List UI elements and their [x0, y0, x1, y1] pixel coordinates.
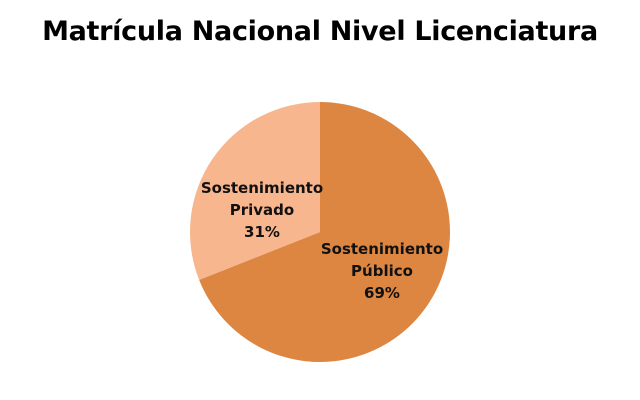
pie-slices [189, 102, 450, 363]
pie-slice-privado [189, 102, 320, 280]
slice-percent: 69% [364, 284, 400, 302]
slice-label-privado: Sostenimiento Privado 31% [201, 179, 323, 241]
slice-name-line: Sostenimiento [201, 179, 323, 197]
slice-name-line: Público [351, 262, 413, 280]
pie-slice-publico [199, 102, 450, 363]
chart-title: Matrícula Nacional Nivel Licenciatura [42, 16, 598, 47]
slice-name-line: Sostenimiento [321, 240, 443, 258]
slice-percent: 31% [244, 223, 280, 241]
slice-name-line: Privado [230, 201, 294, 219]
pie-labels: Sostenimiento Público 69% Sostenimiento Priv… [201, 179, 443, 302]
slice-label-publico: Sostenimiento Público 69% [321, 240, 443, 302]
